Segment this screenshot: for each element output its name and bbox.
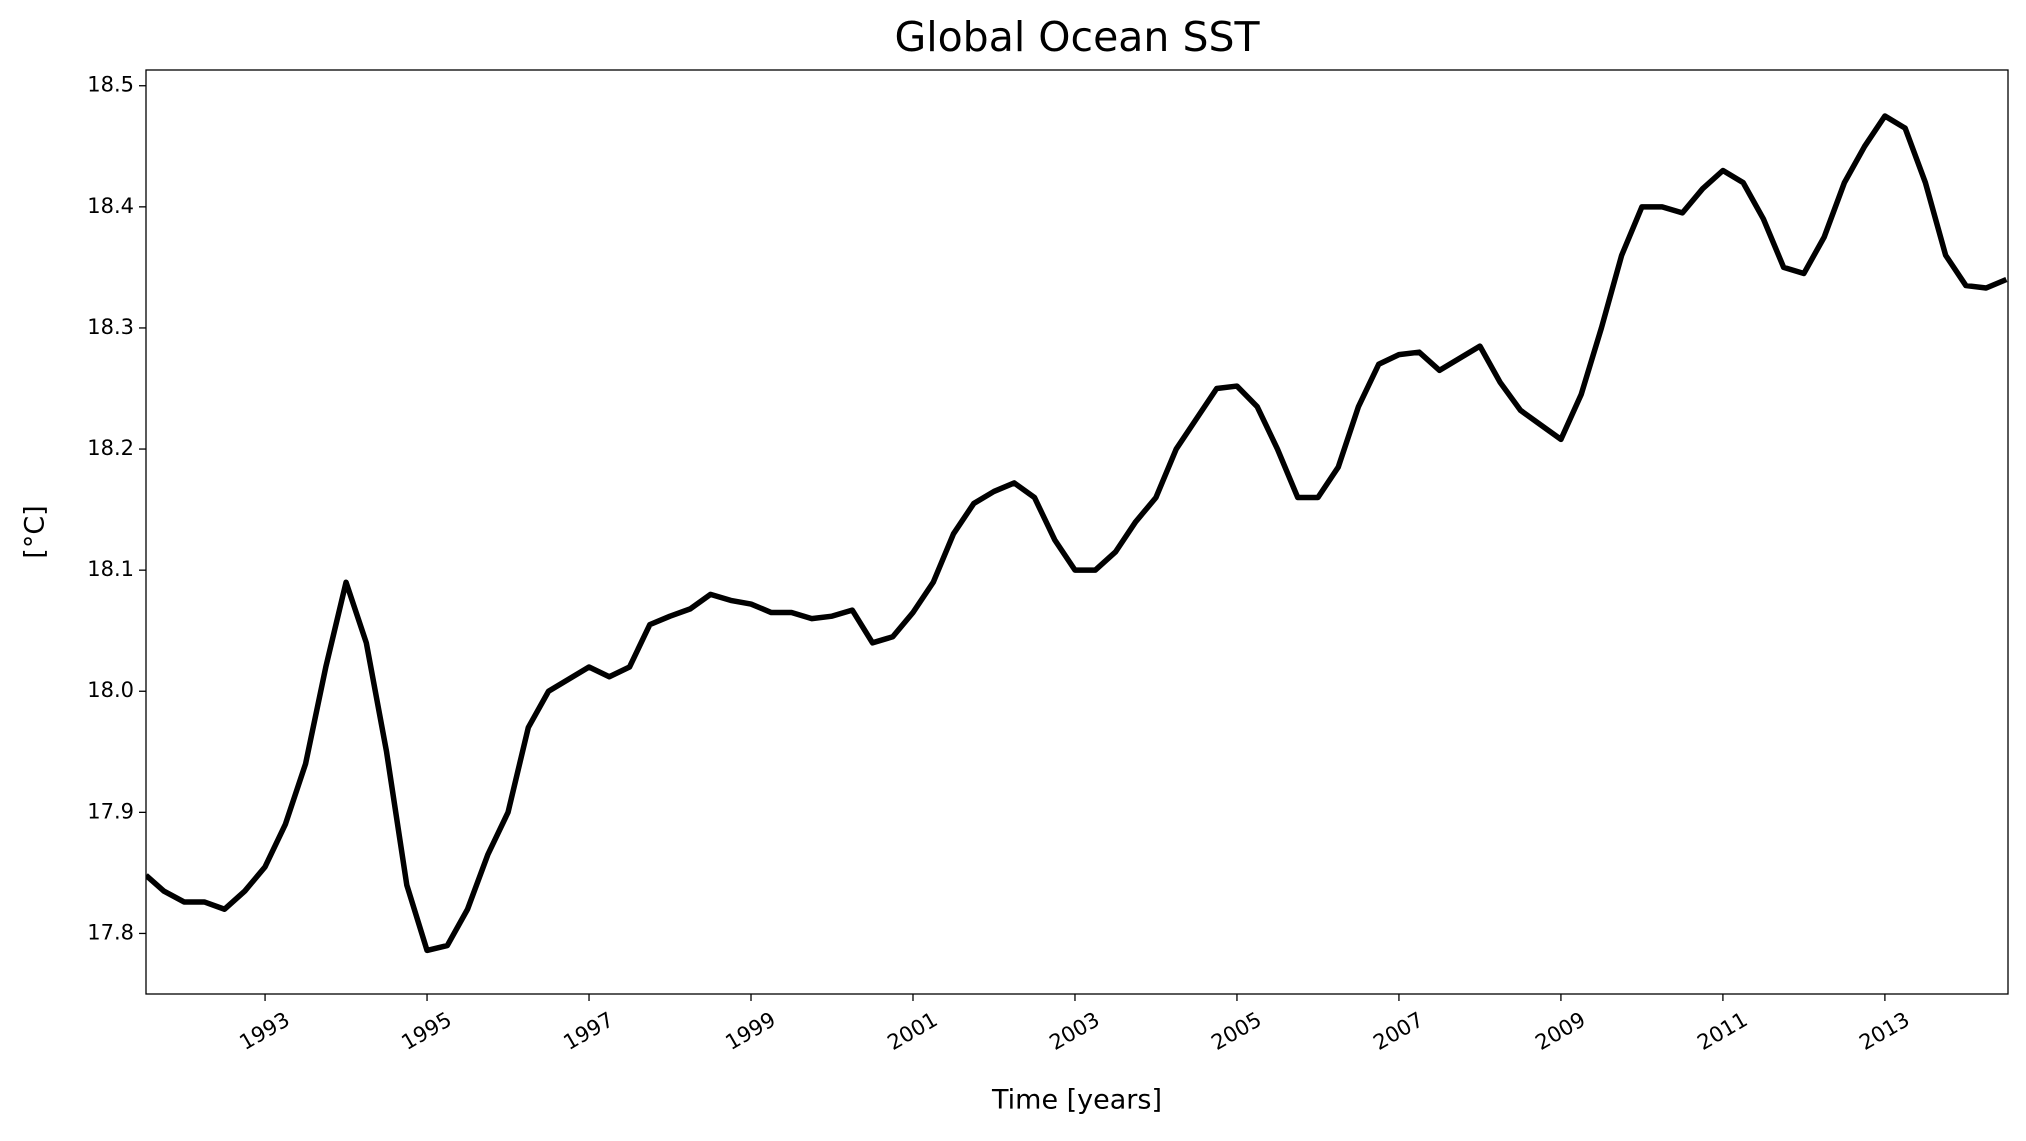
y-tick-label: 18.0: [87, 678, 134, 702]
x-tick-label: 1993: [235, 1007, 293, 1055]
x-tick-label: 2013: [1855, 1007, 1913, 1055]
line-series: [146, 113, 2008, 954]
x-tick-label: 1999: [721, 1007, 779, 1055]
y-tick-label: 18.1: [87, 557, 134, 581]
x-tick-label: 2003: [1045, 1007, 1103, 1055]
y-tick-label: 18.3: [87, 315, 134, 339]
plot-frame: [145, 69, 2009, 995]
x-tick-label: 2011: [1693, 1007, 1751, 1055]
x-tick-label: 2009: [1531, 1007, 1589, 1055]
y-tick-label: 17.9: [87, 799, 134, 823]
y-axis-label: [°C]: [20, 505, 51, 558]
x-axis-label: Time [years]: [991, 1085, 1162, 1116]
x-tick-label: 2005: [1207, 1007, 1265, 1055]
y-tick-label: 18.5: [87, 73, 134, 97]
x-tick-label: 2001: [883, 1007, 941, 1055]
x-tick-label: 1995: [397, 1007, 455, 1055]
x-tick-label: 1997: [559, 1007, 617, 1055]
y-tick-label: 18.2: [87, 436, 134, 460]
chart-title: Global Ocean SST: [894, 13, 1260, 61]
x-tick-label: 2007: [1369, 1007, 1427, 1055]
y-tick-label: 18.4: [87, 194, 134, 218]
y-tick-label: 17.8: [87, 920, 134, 944]
